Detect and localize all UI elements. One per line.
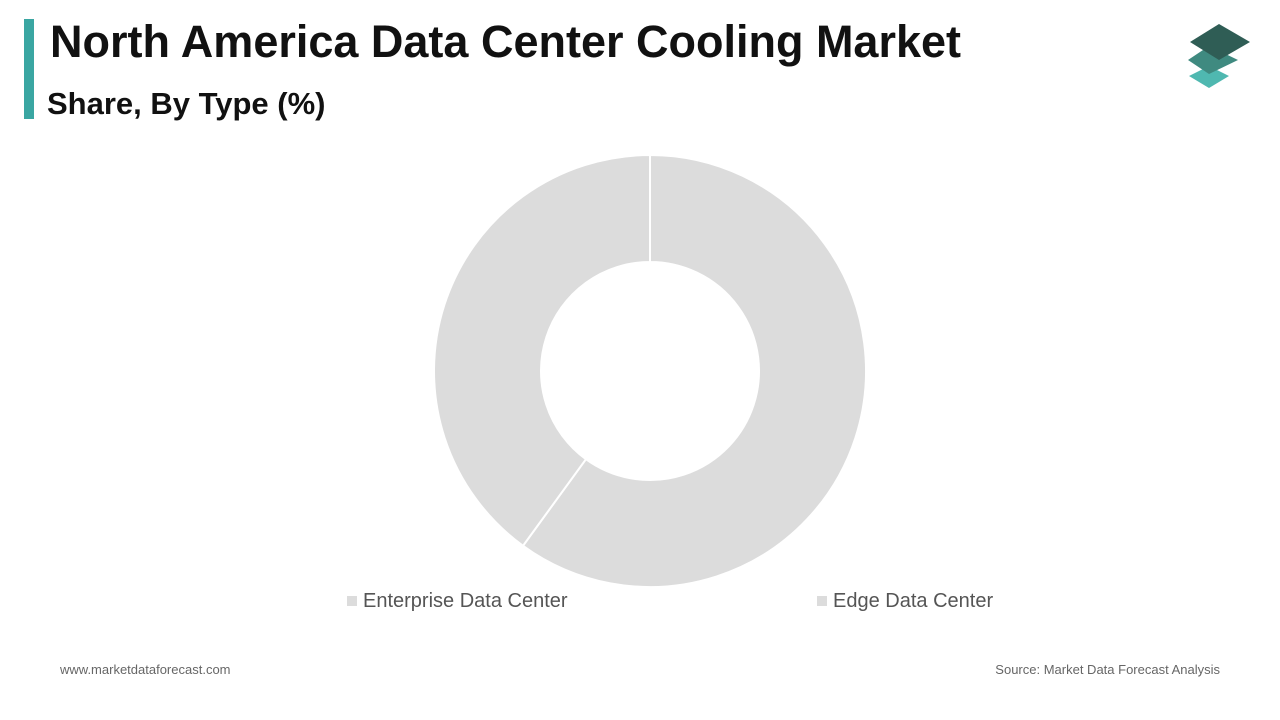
legend-label-edge: Edge Data Center — [833, 589, 994, 612]
legend-item-enterprise: Enterprise Data Center — [347, 588, 568, 614]
logo-layer-top — [1190, 24, 1250, 60]
donut-slice-enterprise-data-center — [521, 153, 867, 588]
chart-subtitle: Share, By Type (%) — [47, 86, 326, 121]
footer-website: www.marketdataforecast.com — [60, 662, 231, 677]
page-title: North America Data Center Cooling Market — [50, 16, 962, 67]
legend-swatch-edge — [817, 596, 827, 606]
legend-swatch-enterprise — [347, 596, 357, 606]
stacked-layers-icon — [1188, 24, 1250, 88]
legend-label-enterprise: Enterprise Data Center — [363, 589, 568, 612]
donut-slice-edge-data-center — [433, 153, 651, 548]
footer-source: Source: Market Data Forecast Analysis — [995, 662, 1220, 677]
donut-slices — [433, 153, 867, 588]
title-accent-bar — [24, 19, 34, 119]
logo-layer-bottom — [1189, 66, 1229, 88]
logo-layer-middle — [1188, 46, 1238, 74]
legend-item-edge: Edge Data Center — [817, 588, 993, 614]
